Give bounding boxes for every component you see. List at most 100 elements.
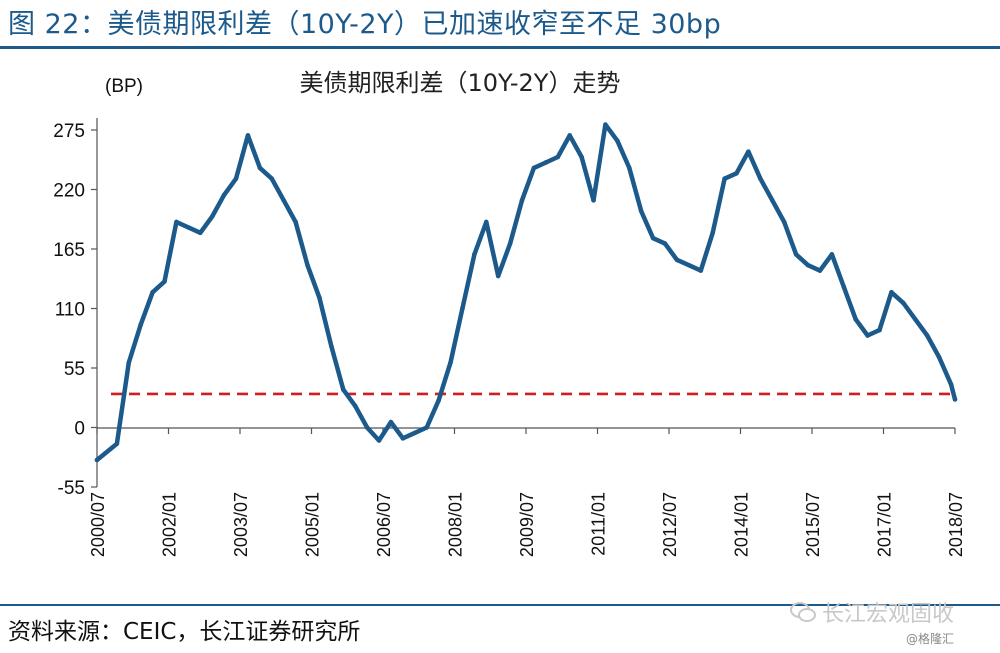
data-point	[889, 289, 894, 295]
data-point	[293, 219, 298, 225]
data-point	[174, 219, 179, 225]
watermark-text: 长江宏观固收	[822, 602, 955, 627]
spread-series-line	[94, 122, 958, 463]
data-point	[400, 436, 406, 441]
data-point	[126, 360, 132, 365]
x-tick-label: 2014/01	[732, 492, 752, 557]
x-tick-label: 2018/07	[946, 492, 966, 557]
data-point	[686, 262, 692, 268]
data-point	[579, 154, 584, 160]
data-point	[317, 295, 322, 300]
data-point	[269, 176, 275, 181]
y-tick-label: -55	[58, 478, 85, 499]
data-point	[412, 430, 418, 436]
data-point	[591, 198, 596, 203]
data-point	[257, 165, 263, 171]
data-point	[519, 198, 525, 203]
x-tick-label: 2005/01	[303, 492, 323, 557]
data-point	[376, 438, 382, 443]
data-point	[245, 133, 251, 138]
data-point	[781, 219, 787, 225]
data-point	[722, 176, 727, 181]
data-point	[698, 268, 704, 273]
y-unit-label: (BP)	[105, 76, 143, 97]
data-point	[138, 322, 143, 328]
data-point	[483, 219, 489, 225]
y-tick-label: 165	[53, 240, 85, 261]
data-point	[793, 252, 799, 257]
data-point	[162, 279, 167, 284]
data-point	[912, 317, 918, 322]
data-point	[114, 441, 120, 447]
data-point	[388, 419, 394, 425]
data-point	[472, 252, 477, 257]
title-divider	[0, 46, 1000, 49]
data-point	[817, 268, 823, 273]
source-divider	[0, 604, 1000, 606]
data-point	[281, 198, 286, 203]
data-point	[233, 176, 239, 181]
data-point	[94, 457, 100, 463]
chart-title: 美债期限利差（10Y-2Y）走势	[300, 69, 621, 97]
data-point	[209, 214, 215, 219]
data-point	[531, 165, 537, 171]
series-layer	[94, 122, 958, 463]
data-point	[769, 198, 775, 203]
watermark: 长江宏观固收	[790, 596, 954, 628]
y-tick-label: 0	[74, 419, 85, 440]
data-point	[626, 165, 632, 171]
data-point	[650, 235, 656, 241]
data-point	[507, 241, 513, 246]
data-point	[555, 154, 561, 160]
data-point	[865, 333, 870, 338]
data-point	[829, 252, 835, 257]
x-tick-label: 2003/07	[231, 492, 251, 557]
data-point	[710, 230, 715, 236]
data-point	[638, 208, 644, 214]
data-point	[150, 289, 155, 295]
spread-line-chart: 美债期限利差（10Y-2Y）走势 (BP) -55 0 55 110 165 220 275…	[53, 69, 966, 557]
data-point	[924, 333, 930, 338]
x-tick-label: 2012/07	[660, 492, 680, 557]
data-point	[436, 398, 441, 403]
x-tick-label: 2006/07	[374, 492, 394, 557]
data-point	[495, 273, 501, 279]
data-point	[305, 262, 310, 268]
data-point	[424, 425, 429, 430]
x-tick-label: 2017/01	[875, 492, 895, 557]
wechat-icon	[790, 602, 816, 622]
x-tick-label: 2011/01	[589, 492, 609, 556]
data-point	[221, 192, 227, 198]
data-point	[841, 284, 847, 290]
axes: -55 0 55 110 165 220 275 2000/07 2002/01 2003/07 2…	[53, 118, 966, 557]
x-tick-label: 2009/07	[517, 492, 537, 557]
data-point	[877, 327, 882, 333]
x-tick-label: 2015/07	[803, 492, 823, 557]
y-tick-label: 220	[53, 181, 85, 202]
watermark-sub: @格隆汇	[906, 632, 955, 646]
x-tick-label: 2000/07	[88, 492, 108, 557]
data-point	[352, 403, 358, 409]
data-point	[543, 160, 549, 165]
x-tick-label: 2002/01	[160, 492, 180, 557]
data-point	[746, 149, 751, 154]
data-point	[936, 354, 942, 360]
data-point	[364, 425, 370, 430]
data-point	[186, 225, 191, 230]
source-note: 资料来源：CEIC，长江证券研究所	[8, 619, 361, 645]
data-point	[674, 257, 680, 263]
data-point	[758, 176, 763, 181]
data-point	[805, 262, 811, 268]
data-point	[603, 122, 608, 127]
x-tick-label: 2008/01	[446, 492, 466, 557]
figure-title: 图 22：美债期限利差（10Y-2Y）已加速收窄至不足 30bp	[8, 9, 722, 40]
data-point	[615, 138, 620, 144]
data-point	[853, 317, 858, 322]
data-point	[952, 397, 958, 402]
y-tick-label: 110	[55, 300, 85, 321]
data-point	[340, 387, 346, 392]
data-point	[901, 300, 906, 306]
y-tick-label: 275	[53, 121, 85, 142]
data-point	[734, 170, 739, 176]
data-point	[197, 230, 203, 236]
